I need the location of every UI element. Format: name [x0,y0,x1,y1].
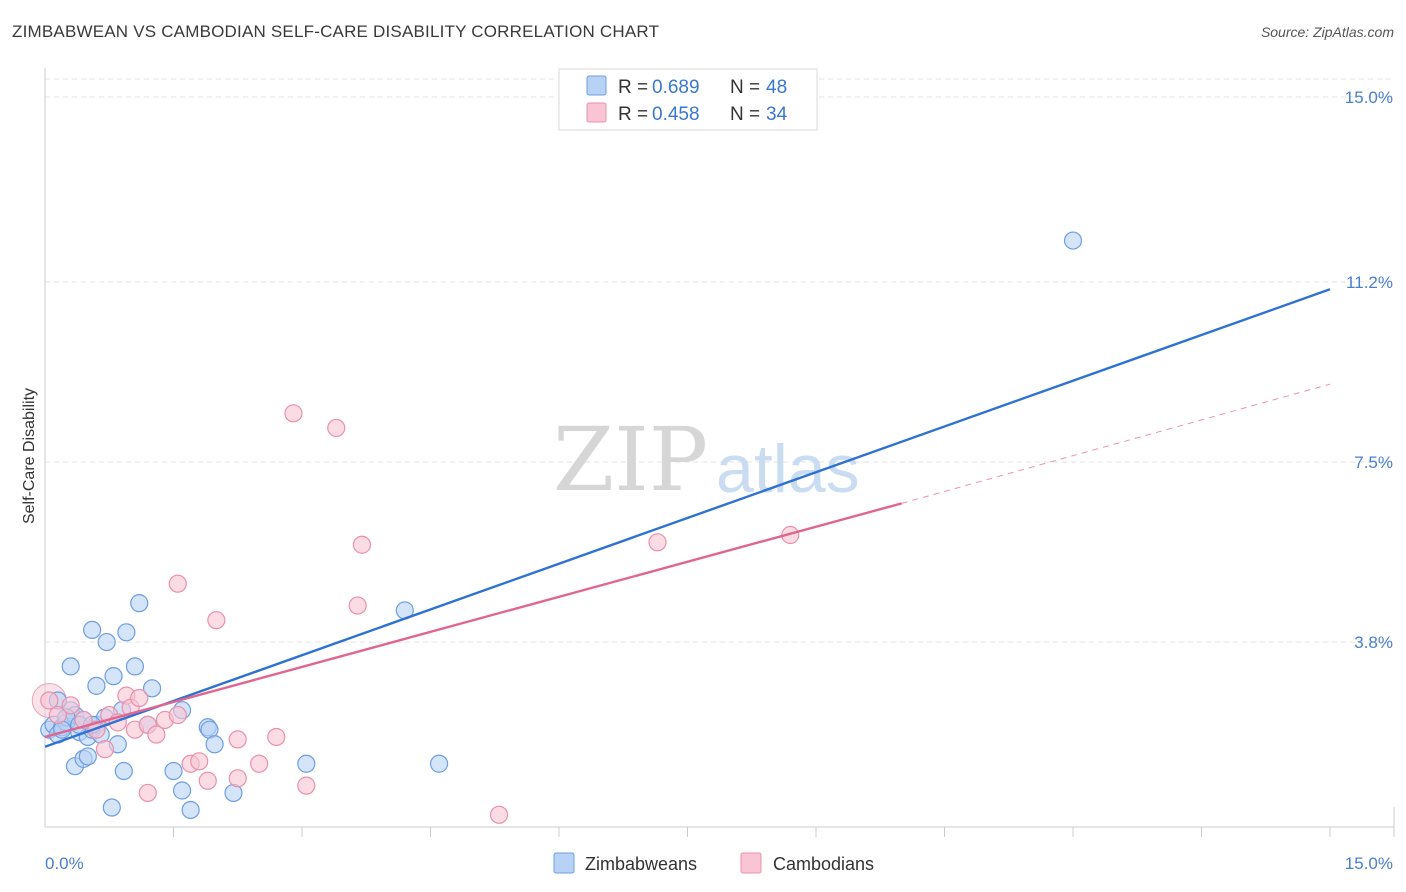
legend-n-value-cambodians: 34 [766,104,788,125]
data-point-zimbabweans [172,781,192,800]
bottom-legend-swatch-cambodians [740,852,762,874]
data-point-cambodians [228,730,247,749]
data-point-zimbabweans [205,735,224,754]
data-point-cambodians [48,705,67,725]
grid-layer [45,78,1395,837]
data-point-cambodians [250,754,269,773]
data-point-zimbabweans [83,620,102,640]
legend-r-label-zimbabweans: R = [618,77,648,98]
data-point-zimbabweans [102,798,121,817]
data-point-zimbabweans [97,632,116,652]
data-point-zimbabweans [78,747,97,766]
x-tick-label-max: 15.0% [1345,854,1393,873]
data-point-zimbabweans [297,754,316,773]
data-point-cambodians [267,727,286,747]
data-point-cambodians [352,535,372,554]
bottom-legend-label-zimbabweans: Zimbabweans [585,854,697,874]
data-point-cambodians [297,776,316,795]
data-point-cambodians [198,771,217,790]
legend-swatch-cambodians [586,102,607,123]
points-layer [31,231,1083,824]
data-point-zimbabweans [164,761,183,781]
legend-n-label-zimbabweans: N = [730,77,760,98]
trend-line-cambodians [44,502,902,739]
watermark-atlas: atlas [716,431,860,507]
data-point-zimbabweans [1063,231,1083,250]
data-point-cambodians [61,696,80,715]
y-tick-label: 3.8% [1354,633,1393,652]
x-tick-label-min: 0.0% [45,854,84,873]
data-point-cambodians [327,418,346,438]
data-point-cambodians [130,688,149,708]
watermark-zip: ZIP [553,408,708,511]
y-tick-label: 11.2% [1346,273,1393,292]
data-point-cambodians [228,769,247,788]
data-point-zimbabweans [125,657,145,676]
y-tick-labels: 15.0% 11.2% 7.5% 3.8% [1345,88,1393,652]
data-point-zimbabweans [61,657,80,676]
data-point-zimbabweans [130,594,149,613]
data-point-zimbabweans [181,800,200,820]
data-point-cambodians [168,705,187,725]
trend-layer [44,288,1331,748]
data-point-cambodians [190,752,209,771]
data-point-cambodians [489,805,509,824]
top-legend: R = 0.689 N = 48 R = 0.458 N = 34 [558,68,818,131]
chart-source: Source: ZipAtlas.com [1260,24,1394,40]
data-point-cambodians [648,533,667,552]
data-point-cambodians [138,783,157,803]
trend-line-zimbabweans [44,288,1331,748]
data-point-cambodians [207,611,226,630]
data-point-zimbabweans [117,623,136,642]
y-axis-label: Self-Care Disability [21,388,38,524]
y-tick-label: 7.5% [1354,453,1393,472]
data-point-cambodians [40,691,59,710]
legend-r-value-cambodians: 0.458 [652,104,700,125]
data-point-cambodians [284,404,303,423]
legend-swatch-zimbabweans [586,75,607,96]
data-point-cambodians [147,725,166,744]
data-point-zimbabweans [142,679,162,698]
data-point-cambodians [168,574,187,593]
legend-r-label-cambodians: R = [618,104,648,125]
x-tick-labels: 0.0% 15.0% [45,854,1393,873]
data-point-zimbabweans [429,754,449,773]
data-point-cambodians [348,596,367,615]
chart-title: ZIMBABWEAN VS CAMBODIAN SELF-CARE DISABI… [12,22,660,41]
bottom-legend-swatch-zimbabweans [553,852,575,874]
data-point-zimbabweans [114,761,133,781]
legend-n-value-zimbabweans: 48 [766,77,787,98]
bottom-legend-label-cambodians: Cambodians [773,854,874,874]
data-point-cambodians [95,740,115,759]
data-point-zimbabweans [87,676,106,695]
watermark: ZIP atlas [553,408,860,511]
legend-n-label-cambodians: N = [730,104,760,125]
data-point-zimbabweans [104,667,123,686]
trend-line-extension-cambodians [901,383,1331,504]
y-tick-label: 15.0% [1345,88,1393,107]
legend-r-value-zimbabweans: 0.689 [652,77,700,98]
bottom-legend: Zimbabweans Cambodians [553,852,874,874]
